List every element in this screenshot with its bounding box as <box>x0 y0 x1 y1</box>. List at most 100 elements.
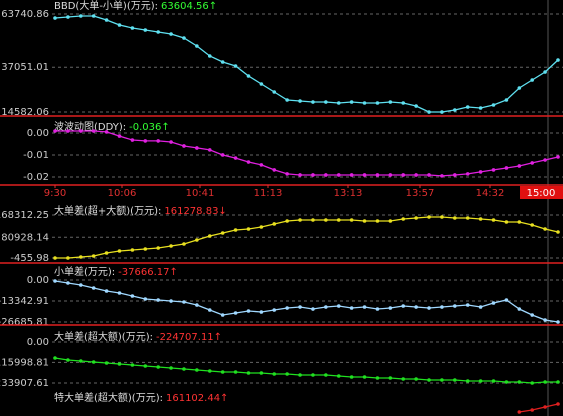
data-point <box>427 306 431 310</box>
panel-title: BBD(大单-小单)(万元): 63604.56↑ <box>54 0 217 12</box>
y-tick-label: 0.00 <box>27 128 49 139</box>
series-line <box>54 15 559 113</box>
data-point <box>104 361 109 365</box>
data-point <box>311 218 315 222</box>
data-point <box>91 254 96 258</box>
y-tick-label: -0.01 <box>23 150 49 161</box>
readout-value: -37666.17↑ <box>118 267 178 278</box>
y-tick-label: -13342.91 <box>0 296 49 307</box>
data-point <box>324 373 328 377</box>
data-point <box>233 156 238 160</box>
data-point <box>259 163 264 167</box>
series-line <box>54 280 559 323</box>
panel-title: 大单差(超大额)(万元): -224707.11↑ <box>54 330 222 343</box>
time-label: 10:41 <box>186 188 215 199</box>
data-point <box>182 242 186 246</box>
data-point <box>543 158 547 162</box>
data-point <box>427 110 431 114</box>
data-point <box>388 306 393 310</box>
y-tick-label: 14582.06 <box>1 107 49 118</box>
y-tick-label: -115998.81 <box>0 357 49 368</box>
data-point <box>143 28 148 32</box>
data-point <box>556 402 560 406</box>
data-point <box>143 364 148 368</box>
data-point <box>259 82 264 86</box>
data-point <box>517 220 522 224</box>
title-text: BBD(大单-小单)(万元): <box>54 0 158 12</box>
data-point <box>504 98 509 102</box>
data-point <box>298 173 302 177</box>
data-point <box>324 173 328 177</box>
data-point <box>336 374 341 378</box>
data-point <box>298 373 302 377</box>
data-point <box>53 356 57 360</box>
series-line <box>55 130 559 177</box>
data-point <box>427 215 431 219</box>
data-point <box>465 379 470 383</box>
data-point <box>440 215 444 219</box>
data-point <box>388 173 393 177</box>
data-point <box>491 168 496 172</box>
data-point <box>465 105 470 109</box>
data-point <box>220 153 225 157</box>
data-point <box>517 164 522 168</box>
readout-value: 63604.56↑ <box>161 1 217 12</box>
data-point <box>182 367 186 371</box>
data-point <box>272 372 277 376</box>
data-point <box>504 166 509 170</box>
data-point <box>272 308 277 312</box>
data-point <box>401 173 406 177</box>
data-point <box>491 103 496 107</box>
data-point <box>78 129 83 133</box>
data-point <box>349 218 354 222</box>
y-tick-label: 0.00 <box>27 275 49 286</box>
data-point <box>349 306 354 310</box>
data-point <box>362 305 367 309</box>
y-tick-label: -0.02 <box>23 172 49 183</box>
data-point <box>298 218 302 222</box>
title-text: 波波动图(DDY): <box>54 120 126 133</box>
title-text: 大单差(超+大额)(万元): <box>54 204 161 217</box>
data-point <box>91 360 96 364</box>
data-point <box>130 294 135 298</box>
readout-value: -224707.11↑ <box>156 332 222 343</box>
data-point <box>453 304 457 308</box>
data-point <box>414 216 418 220</box>
data-point <box>414 377 418 381</box>
data-point <box>285 172 289 176</box>
data-point <box>169 366 173 370</box>
data-point <box>272 222 277 226</box>
data-point <box>169 32 173 36</box>
data-point <box>104 251 109 255</box>
data-point <box>517 307 522 311</box>
data-point <box>78 283 83 287</box>
series-line <box>55 216 559 259</box>
y-tick-label: -233907.61 <box>0 378 49 389</box>
time-label: 14:32 <box>476 188 505 199</box>
data-point <box>427 378 431 382</box>
data-point <box>465 303 470 307</box>
data-point <box>285 219 289 223</box>
data-point <box>130 248 135 252</box>
data-point <box>104 18 109 22</box>
data-point <box>504 220 509 224</box>
series-line <box>519 403 559 413</box>
data-point <box>207 234 212 238</box>
data-point <box>478 379 483 383</box>
data-point <box>543 227 547 231</box>
data-point <box>53 256 57 260</box>
data-point <box>440 378 444 382</box>
title-text: 小单差(万元): <box>54 265 115 278</box>
data-point <box>530 161 535 165</box>
data-point <box>401 304 406 308</box>
data-point <box>182 36 186 40</box>
data-point <box>169 140 173 144</box>
data-point <box>349 375 354 379</box>
data-point <box>143 139 148 143</box>
data-point <box>91 14 96 18</box>
data-point <box>117 362 122 366</box>
y-tick-label: 0.00 <box>27 337 49 348</box>
data-point <box>311 373 315 377</box>
data-point <box>104 289 109 293</box>
